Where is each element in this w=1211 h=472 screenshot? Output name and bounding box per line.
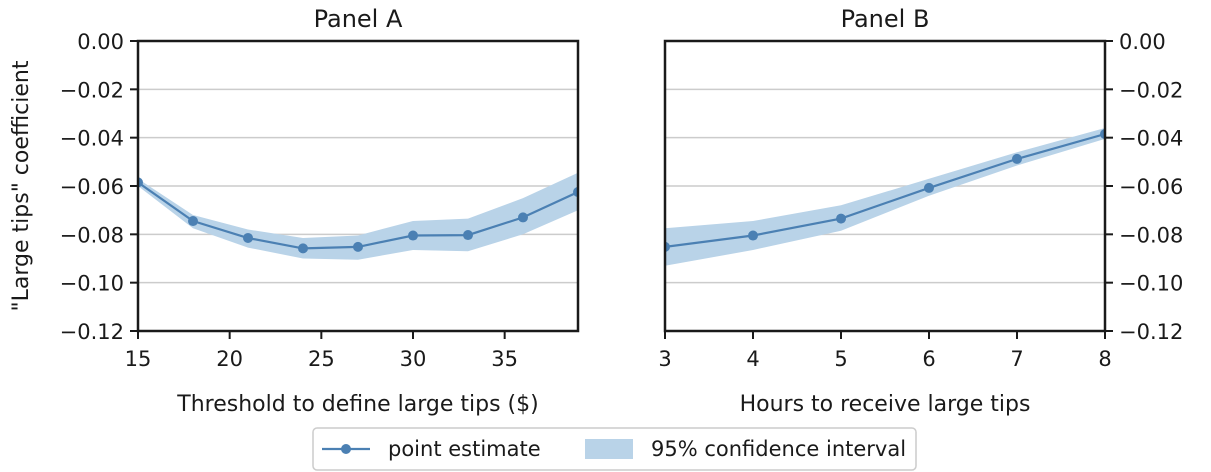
data-point-a-3 xyxy=(298,243,308,254)
confidence-band-b xyxy=(665,128,1105,266)
ytick-label-a-4: −0.08 xyxy=(60,223,124,247)
xtick-label-b-3: 6 xyxy=(922,347,935,371)
data-point-b-2 xyxy=(836,213,846,224)
xtick-label-a-0: 15 xyxy=(125,347,152,371)
xtick-label-b-5: 8 xyxy=(1098,347,1111,371)
ytick-label-b-2: −0.04 xyxy=(1119,127,1183,151)
data-point-a-7 xyxy=(518,212,528,223)
xtick-label-b-1: 4 xyxy=(746,347,759,371)
legend-label-point-estimate: point estimate xyxy=(388,437,541,461)
legend-marker-swatch xyxy=(341,444,351,454)
x-axis-label-b: Hours to receive large tips xyxy=(740,392,1031,417)
data-point-a-5 xyxy=(408,230,418,241)
ytick-label-a-2: −0.04 xyxy=(60,127,124,151)
x-axis-label-a: Threshold to define large tips ($) xyxy=(176,392,538,417)
y-axis-label-a: "Large tips" coefficient xyxy=(9,60,34,311)
ytick-label-a-5: −0.10 xyxy=(60,272,124,296)
data-point-a-2 xyxy=(243,232,253,243)
data-point-b-4 xyxy=(1012,153,1022,164)
xtick-label-a-1: 20 xyxy=(216,347,243,371)
data-point-a-6 xyxy=(463,230,473,241)
ytick-label-b-4: −0.08 xyxy=(1119,223,1183,247)
ytick-label-b-1: −0.02 xyxy=(1119,78,1183,102)
xtick-label-a-4: 35 xyxy=(491,347,518,371)
xtick-label-b-0: 3 xyxy=(658,347,671,371)
xtick-label-a-2: 25 xyxy=(308,347,335,371)
ytick-label-a-0: 0.00 xyxy=(77,30,124,54)
data-point-a-4 xyxy=(353,241,363,252)
legend: point estimate 95% confidence interval xyxy=(312,427,917,471)
panel-title-b: Panel B xyxy=(841,5,930,33)
ytick-label-a-3: −0.06 xyxy=(60,175,124,199)
legend-band-swatch xyxy=(585,439,633,459)
data-point-b-1 xyxy=(748,230,758,241)
data-point-a-1 xyxy=(188,216,198,227)
legend-label-confidence-interval: 95% confidence interval xyxy=(651,437,906,461)
ytick-label-a-6: −0.12 xyxy=(60,320,124,344)
ytick-label-b-3: −0.06 xyxy=(1119,175,1183,199)
ytick-label-b-6: −0.12 xyxy=(1119,320,1183,344)
xtick-label-b-4: 7 xyxy=(1010,347,1023,371)
data-point-b-3 xyxy=(924,182,934,193)
ytick-label-b-0: 0.00 xyxy=(1119,30,1166,54)
panel-b: 0.00 −0.02 −0.04 −0.06 −0.08 −0.10 −0.12 3 4 5 6 7 8… xyxy=(658,5,1183,417)
xtick-label-a-3: 30 xyxy=(400,347,427,371)
series-line-b xyxy=(665,132,1105,248)
xtick-label-b-2: 5 xyxy=(834,347,847,371)
ytick-label-b-5: −0.10 xyxy=(1119,272,1183,296)
panel-title-a: Panel A xyxy=(314,5,403,33)
ytick-label-a-1: −0.02 xyxy=(60,78,124,102)
